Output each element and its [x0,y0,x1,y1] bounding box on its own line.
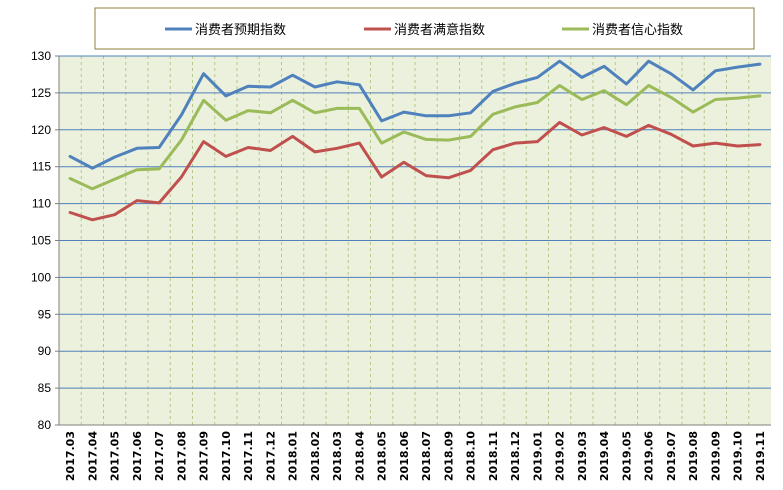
y-tick-label: 110 [32,197,51,211]
x-tick-label: 2018.09 [442,431,455,481]
legend: 消费者预期指数 消费者满意指数 消费者信心指数 [94,7,755,50]
y-tick-label: 90 [38,344,52,358]
x-tick-label: 2017.12 [264,431,277,481]
x-tick-label: 2017.07 [153,431,166,481]
x-tick-label: 2018.01 [287,431,300,481]
series-line-1 [68,59,762,170]
series-line-2 [68,120,762,222]
x-tick-label: 2017.09 [198,431,211,481]
x-tick-label: 2019.05 [620,431,633,481]
x-tick-label: 2017.10 [220,431,233,481]
legend-label: 消费者满意指数 [394,22,485,38]
x-tick-label: 2018.02 [309,431,322,481]
x-tick-label: 2018.05 [376,431,389,481]
x-tick-label: 2018.10 [465,431,478,481]
y-tick-label: 120 [31,123,51,137]
x-tick-label: 2018.12 [509,431,522,481]
x-tick-label: 2019.04 [598,431,611,481]
legend-label: 消费者信心指数 [592,23,683,38]
x-tick-label: 2019.06 [643,431,656,481]
x-tick-label: 2019.03 [576,431,589,481]
legend-label: 消费者预期指数 [195,23,286,38]
y-tick-label: 105 [31,234,51,248]
x-tick-label: 2018.11 [487,431,500,481]
x-tick-label: 2017.05 [109,431,122,481]
x-tick-label: 2017.11 [242,431,255,481]
y-axis: 80 85 90 95 100 105 110 115 120 125 130 [31,49,60,432]
y-tick-label: 95 [38,307,52,321]
legend-box [94,7,755,50]
y-tick-label: 100 [31,270,51,284]
x-tick-label: 2018.07 [420,431,433,481]
x-tick-label: 2019.07 [665,431,678,481]
x-tick-label: 2017.08 [175,431,188,481]
x-tick-label: 2019.09 [709,431,722,481]
x-tick-label: 2018.04 [353,431,366,481]
y-tick-label: 115 [32,160,51,174]
series-layer [68,59,762,222]
x-tick-label: 2017.04 [86,431,99,481]
x-tick-label: 2017.06 [131,431,144,481]
x-tick-label: 2019.10 [732,431,745,481]
y-tick-label: 85 [38,381,52,395]
series-line-3 [68,84,762,191]
x-tick-label: 2017.03 [64,431,77,481]
x-tick-label: 2019.02 [554,431,567,481]
y-tick-label: 130 [31,49,51,63]
x-tick-label: 2019.01 [531,431,544,481]
y-tick-label: 80 [38,418,52,432]
x-tick-label: 2018.03 [331,431,344,481]
x-tick-label: 2019.11 [754,431,767,481]
y-tick-label: 125 [31,86,51,100]
x-tick-label: 2019.08 [687,431,700,481]
x-axis: 2017.03 2017.04 2017.05 2017.06 2017.07 2017.… [59,424,771,481]
x-tick-label: 2018.06 [398,431,411,481]
